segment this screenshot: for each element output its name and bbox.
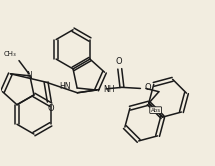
Text: O: O bbox=[144, 83, 151, 92]
Text: O: O bbox=[47, 104, 54, 113]
Text: NH: NH bbox=[103, 85, 115, 94]
Text: Abs: Abs bbox=[151, 108, 161, 113]
Text: O: O bbox=[115, 57, 122, 66]
Text: HN: HN bbox=[59, 83, 71, 91]
Text: N: N bbox=[26, 71, 32, 80]
Text: CH₃: CH₃ bbox=[4, 51, 17, 57]
